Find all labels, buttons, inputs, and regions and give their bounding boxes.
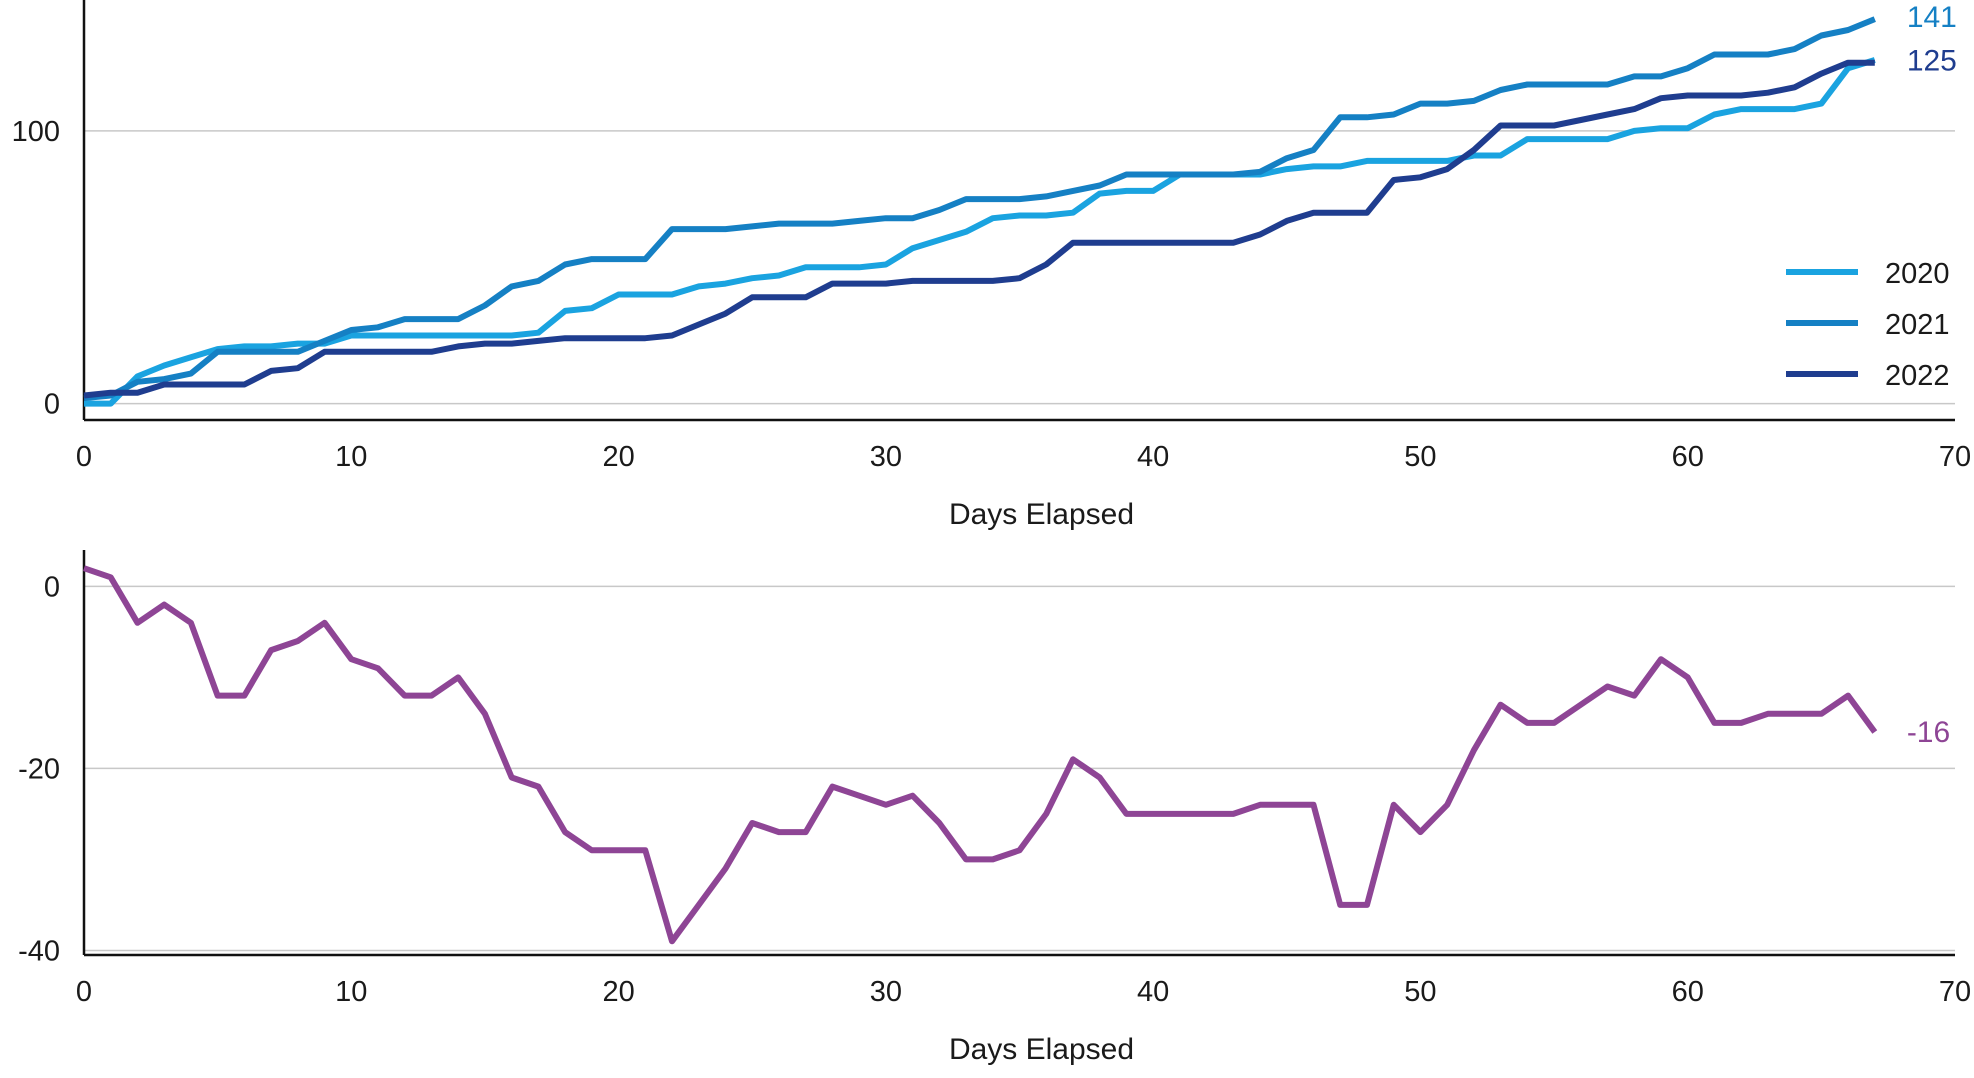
end-value-label: 125	[1907, 45, 1957, 78]
x-tick-label: 0	[76, 976, 92, 1008]
legend-label-2022: 2022	[1885, 360, 1950, 392]
end-value-label: 141	[1907, 1, 1957, 34]
series-line-2022	[84, 63, 1875, 396]
x-tick-label: 40	[1137, 441, 1169, 473]
x-tick-label: 50	[1404, 441, 1436, 473]
x-tick-label: 60	[1672, 441, 1704, 473]
x-tick-label: 60	[1672, 976, 1704, 1008]
x-tick-label: 10	[335, 976, 367, 1008]
x-axis-label: Days Elapsed	[949, 1033, 1134, 1066]
y-tick-label: -40	[18, 935, 60, 967]
x-tick-label: 10	[335, 441, 367, 473]
series-line-difference	[84, 568, 1875, 941]
x-axis-label: Days Elapsed	[949, 498, 1134, 531]
x-tick-label: 70	[1939, 441, 1971, 473]
legend-label-2020: 2020	[1885, 258, 1950, 290]
y-tick-label: 0	[44, 571, 60, 603]
x-tick-label: 30	[870, 441, 902, 473]
x-tick-label: 20	[602, 441, 634, 473]
x-tick-label: 40	[1137, 976, 1169, 1008]
x-tick-label: 70	[1939, 976, 1971, 1008]
x-tick-label: 20	[602, 976, 634, 1008]
bottom-chart-difference: 0 -20 -40 0 10 20 30 40 50 60 70 Days Elapsed -16	[18, 550, 1971, 1066]
x-tick-label: 0	[76, 441, 92, 473]
end-value-label: -16	[1907, 716, 1950, 749]
y-tick-label: 100	[12, 116, 60, 148]
top-chart-cumulative: 0 100 0 10 20 30 40 50 60 70 Days Elapsed 141 125 202…	[12, 0, 1972, 531]
x-tick-label: 30	[870, 976, 902, 1008]
y-tick-label: -20	[18, 753, 60, 785]
legend-label-2021: 2021	[1885, 309, 1950, 341]
y-tick-label: 0	[44, 389, 60, 421]
x-tick-label: 50	[1404, 976, 1436, 1008]
series-line-2021	[84, 19, 1875, 398]
